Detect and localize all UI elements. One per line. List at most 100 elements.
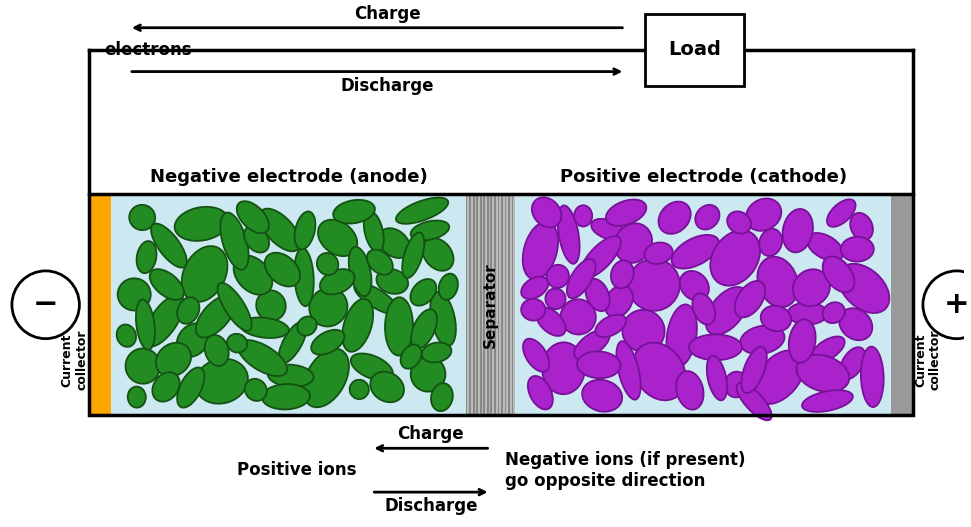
Ellipse shape bbox=[125, 348, 160, 384]
Ellipse shape bbox=[422, 238, 453, 271]
Ellipse shape bbox=[370, 372, 404, 402]
Ellipse shape bbox=[351, 354, 393, 380]
Bar bbox=[505, 194, 507, 415]
Text: Negative ions (if present)
go opposite direction: Negative ions (if present) go opposite d… bbox=[505, 451, 746, 490]
Text: electrons: electrons bbox=[104, 41, 192, 58]
Ellipse shape bbox=[581, 236, 620, 278]
Ellipse shape bbox=[294, 211, 316, 249]
Bar bbox=[494, 194, 496, 415]
Ellipse shape bbox=[256, 290, 285, 321]
Ellipse shape bbox=[753, 350, 805, 404]
Ellipse shape bbox=[822, 256, 854, 292]
Ellipse shape bbox=[737, 383, 772, 421]
Ellipse shape bbox=[787, 302, 827, 325]
Ellipse shape bbox=[692, 294, 716, 325]
Ellipse shape bbox=[796, 355, 850, 392]
Ellipse shape bbox=[727, 211, 751, 233]
Ellipse shape bbox=[822, 302, 845, 323]
Ellipse shape bbox=[542, 343, 585, 394]
Ellipse shape bbox=[521, 299, 546, 320]
Circle shape bbox=[12, 271, 80, 339]
Ellipse shape bbox=[175, 207, 228, 241]
Ellipse shape bbox=[310, 288, 348, 326]
Ellipse shape bbox=[151, 223, 186, 268]
Ellipse shape bbox=[802, 390, 853, 412]
Bar bbox=[480, 194, 482, 415]
Ellipse shape bbox=[129, 205, 155, 230]
Ellipse shape bbox=[851, 213, 873, 240]
Ellipse shape bbox=[807, 233, 843, 261]
Circle shape bbox=[922, 271, 971, 339]
Text: Current
collector: Current collector bbox=[60, 330, 88, 391]
Bar bbox=[473, 194, 475, 415]
Ellipse shape bbox=[560, 299, 596, 335]
Ellipse shape bbox=[238, 340, 287, 376]
Bar bbox=[508, 194, 510, 415]
Ellipse shape bbox=[841, 237, 874, 261]
Ellipse shape bbox=[788, 319, 816, 363]
Ellipse shape bbox=[605, 285, 633, 317]
Ellipse shape bbox=[268, 365, 314, 387]
Ellipse shape bbox=[177, 323, 210, 357]
Ellipse shape bbox=[706, 287, 749, 335]
Ellipse shape bbox=[839, 308, 872, 340]
Ellipse shape bbox=[430, 292, 456, 346]
Ellipse shape bbox=[303, 349, 349, 407]
Ellipse shape bbox=[145, 295, 184, 347]
Text: Charge: Charge bbox=[397, 425, 464, 443]
Text: Current
collector: Current collector bbox=[914, 330, 942, 391]
Ellipse shape bbox=[521, 277, 549, 299]
Ellipse shape bbox=[532, 198, 561, 227]
Ellipse shape bbox=[237, 201, 269, 233]
Ellipse shape bbox=[411, 220, 450, 240]
Ellipse shape bbox=[150, 269, 184, 300]
Ellipse shape bbox=[294, 248, 314, 306]
Ellipse shape bbox=[117, 325, 136, 347]
Bar bbox=[497, 194, 499, 415]
Ellipse shape bbox=[760, 306, 791, 331]
Ellipse shape bbox=[439, 274, 458, 300]
Text: Positive ions: Positive ions bbox=[237, 461, 356, 479]
Bar bbox=[89, 194, 913, 415]
Text: Discharge: Discharge bbox=[340, 76, 434, 94]
Ellipse shape bbox=[617, 341, 641, 399]
Ellipse shape bbox=[811, 337, 845, 363]
Bar bbox=[486, 194, 488, 415]
Ellipse shape bbox=[557, 206, 580, 264]
Bar bbox=[89, 194, 913, 415]
Ellipse shape bbox=[182, 246, 227, 302]
Ellipse shape bbox=[319, 269, 354, 295]
Ellipse shape bbox=[783, 209, 813, 252]
Ellipse shape bbox=[177, 367, 205, 407]
Ellipse shape bbox=[757, 257, 798, 307]
Ellipse shape bbox=[259, 209, 300, 251]
Ellipse shape bbox=[401, 345, 421, 369]
Ellipse shape bbox=[137, 241, 156, 273]
Bar bbox=[501, 194, 503, 415]
Ellipse shape bbox=[611, 260, 634, 288]
Bar bbox=[466, 194, 467, 415]
Ellipse shape bbox=[218, 283, 251, 331]
Text: Load: Load bbox=[668, 40, 721, 59]
Ellipse shape bbox=[227, 334, 248, 353]
Bar bbox=[891, 194, 913, 415]
Ellipse shape bbox=[536, 307, 566, 336]
Ellipse shape bbox=[367, 250, 393, 275]
Ellipse shape bbox=[317, 253, 338, 275]
Ellipse shape bbox=[402, 232, 424, 278]
Ellipse shape bbox=[574, 206, 592, 227]
Ellipse shape bbox=[152, 372, 180, 402]
Bar bbox=[512, 194, 514, 415]
Text: −: − bbox=[33, 290, 58, 319]
Ellipse shape bbox=[689, 335, 742, 360]
Ellipse shape bbox=[547, 265, 569, 288]
Ellipse shape bbox=[574, 329, 610, 359]
Ellipse shape bbox=[583, 380, 622, 412]
Ellipse shape bbox=[262, 384, 310, 409]
Ellipse shape bbox=[633, 343, 686, 401]
Ellipse shape bbox=[421, 343, 452, 363]
Text: +: + bbox=[944, 290, 969, 319]
Ellipse shape bbox=[695, 205, 720, 229]
Ellipse shape bbox=[759, 229, 782, 256]
Ellipse shape bbox=[354, 283, 398, 314]
